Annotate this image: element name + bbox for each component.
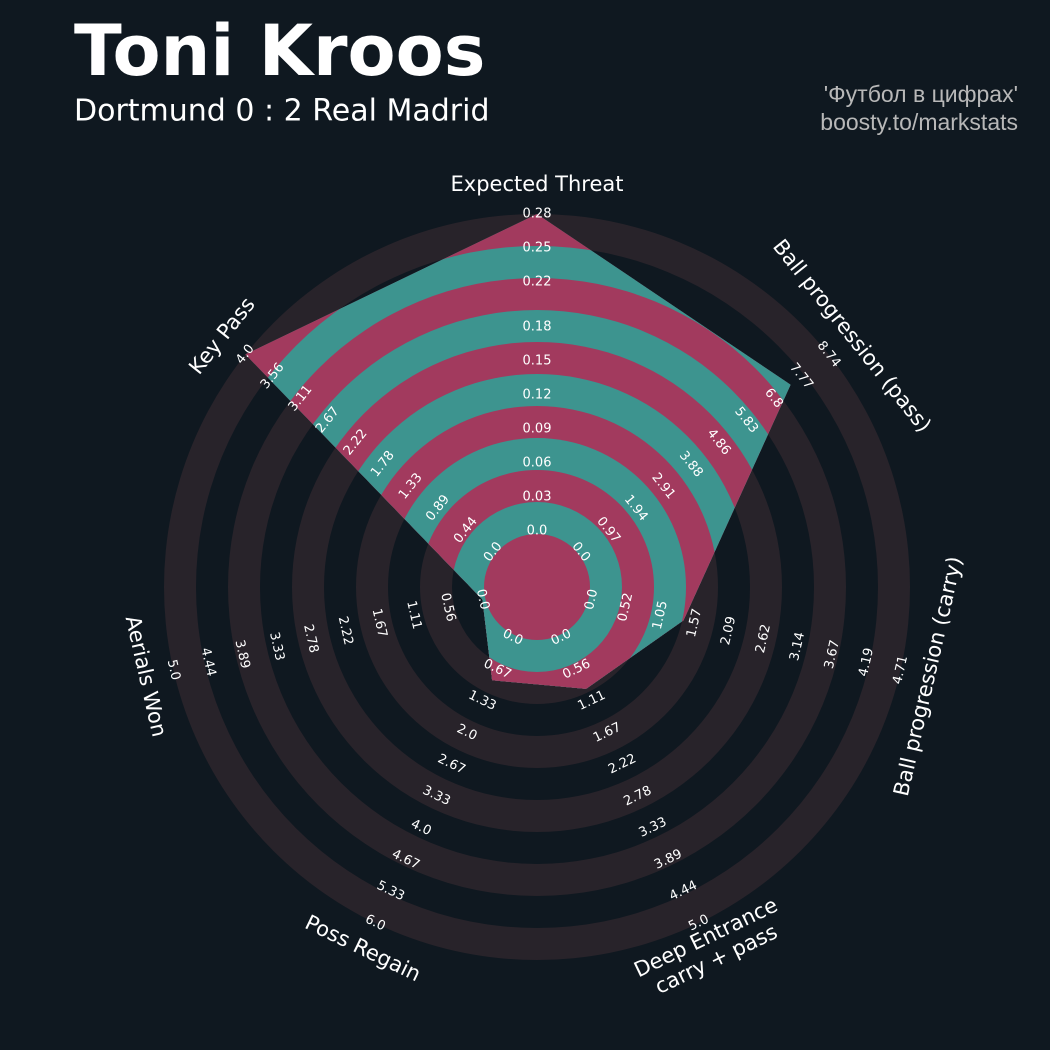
tick-label: 5.0 xyxy=(164,658,183,682)
tick-label: 2.09 xyxy=(718,615,739,647)
tick-label: 4.44 xyxy=(197,646,218,678)
radar-alt-rings xyxy=(245,214,791,689)
tick-label: 0.03 xyxy=(523,490,552,505)
tick-label: 3.89 xyxy=(231,639,252,671)
tick-label: 1.05 xyxy=(650,599,671,631)
credit: boosty.to/markstats xyxy=(820,109,1018,135)
tick-label: 0.0 xyxy=(473,588,492,612)
tick-label: 1.67 xyxy=(369,607,390,639)
tick-label: 0.06 xyxy=(523,456,552,471)
tick-label: 0.12 xyxy=(523,388,552,403)
tick-label: 0.52 xyxy=(615,591,636,623)
tick-label: 0.15 xyxy=(523,354,552,369)
radar-area xyxy=(245,214,791,689)
axis-label: Expected Threat xyxy=(451,172,624,196)
tick-label: 0.28 xyxy=(523,207,552,222)
chart-title: Toni Kroos xyxy=(74,10,485,92)
tick-label: 3.33 xyxy=(266,631,287,663)
credit: 'Футбол в цифрах' xyxy=(824,81,1018,107)
tick-label: 2.22 xyxy=(335,615,356,647)
tick-label: 0.25 xyxy=(523,240,552,255)
tick-label: 1.11 xyxy=(403,599,424,631)
tick-label: 0.09 xyxy=(523,422,552,437)
tick-label: 0.18 xyxy=(523,320,552,335)
tick-label: 3.14 xyxy=(787,631,808,663)
tick-label: 0.0 xyxy=(582,588,601,612)
chart-subtitle: Dortmund 0 : 2 Real Madrid xyxy=(74,94,490,129)
tick-label: 2.62 xyxy=(753,623,774,655)
tick-label: 1.57 xyxy=(684,607,705,639)
tick-label: 2.78 xyxy=(300,623,321,655)
tick-label: 0.22 xyxy=(523,274,552,289)
tick-label: 4.19 xyxy=(856,646,877,678)
tick-label: 4.71 xyxy=(890,654,911,686)
tick-label: 0.0 xyxy=(527,524,548,539)
tick-label: 0.56 xyxy=(437,592,458,624)
tick-label: 3.67 xyxy=(822,639,843,671)
